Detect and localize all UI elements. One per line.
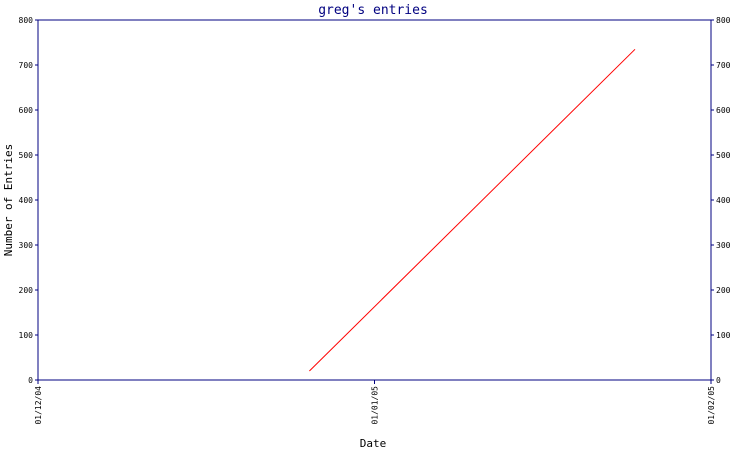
y-axis-left: 0 100 200 300 400 500 600 700 800 <box>19 16 38 385</box>
y-tick-label-right: 800 <box>716 16 731 25</box>
x-tick-label: 01/02/05 <box>707 386 716 425</box>
y-tick-label-right: 100 <box>716 331 731 340</box>
y-axis-right: 0 100 200 300 400 500 600 700 800 <box>711 16 731 385</box>
chart-title: greg's entries <box>318 3 428 18</box>
y-axis-label: Number of Entries <box>2 144 15 257</box>
series-line <box>309 48 636 372</box>
y-tick-label-right: 200 <box>716 286 731 295</box>
y-tick-label-left: 200 <box>19 286 34 295</box>
y-tick-label-right: 700 <box>716 61 731 70</box>
y-tick-label-left: 0 <box>28 376 33 385</box>
y-tick-label-left: 700 <box>19 61 34 70</box>
y-tick-label-right: 600 <box>716 106 731 115</box>
y-tick-label-right: 400 <box>716 196 731 205</box>
x-axis: 01/12/04 01/01/05 01/02/05 <box>34 380 716 425</box>
y-tick-label-left: 300 <box>19 241 34 250</box>
y-tick-label-right: 500 <box>716 151 731 160</box>
y-tick-label-right: 0 <box>716 376 721 385</box>
x-tick-label: 01/01/05 <box>371 386 380 425</box>
y-tick-label-left: 100 <box>19 331 34 340</box>
y-tick-label-left: 800 <box>19 16 34 25</box>
series-layer <box>309 48 636 372</box>
y-tick-label-left: 600 <box>19 106 34 115</box>
y-tick-label-left: 400 <box>19 196 34 205</box>
y-tick-label-left: 500 <box>19 151 34 160</box>
y-tick-label-right: 300 <box>716 241 731 250</box>
x-axis-label: Date <box>360 437 387 450</box>
x-tick-label: 01/12/04 <box>34 386 43 425</box>
